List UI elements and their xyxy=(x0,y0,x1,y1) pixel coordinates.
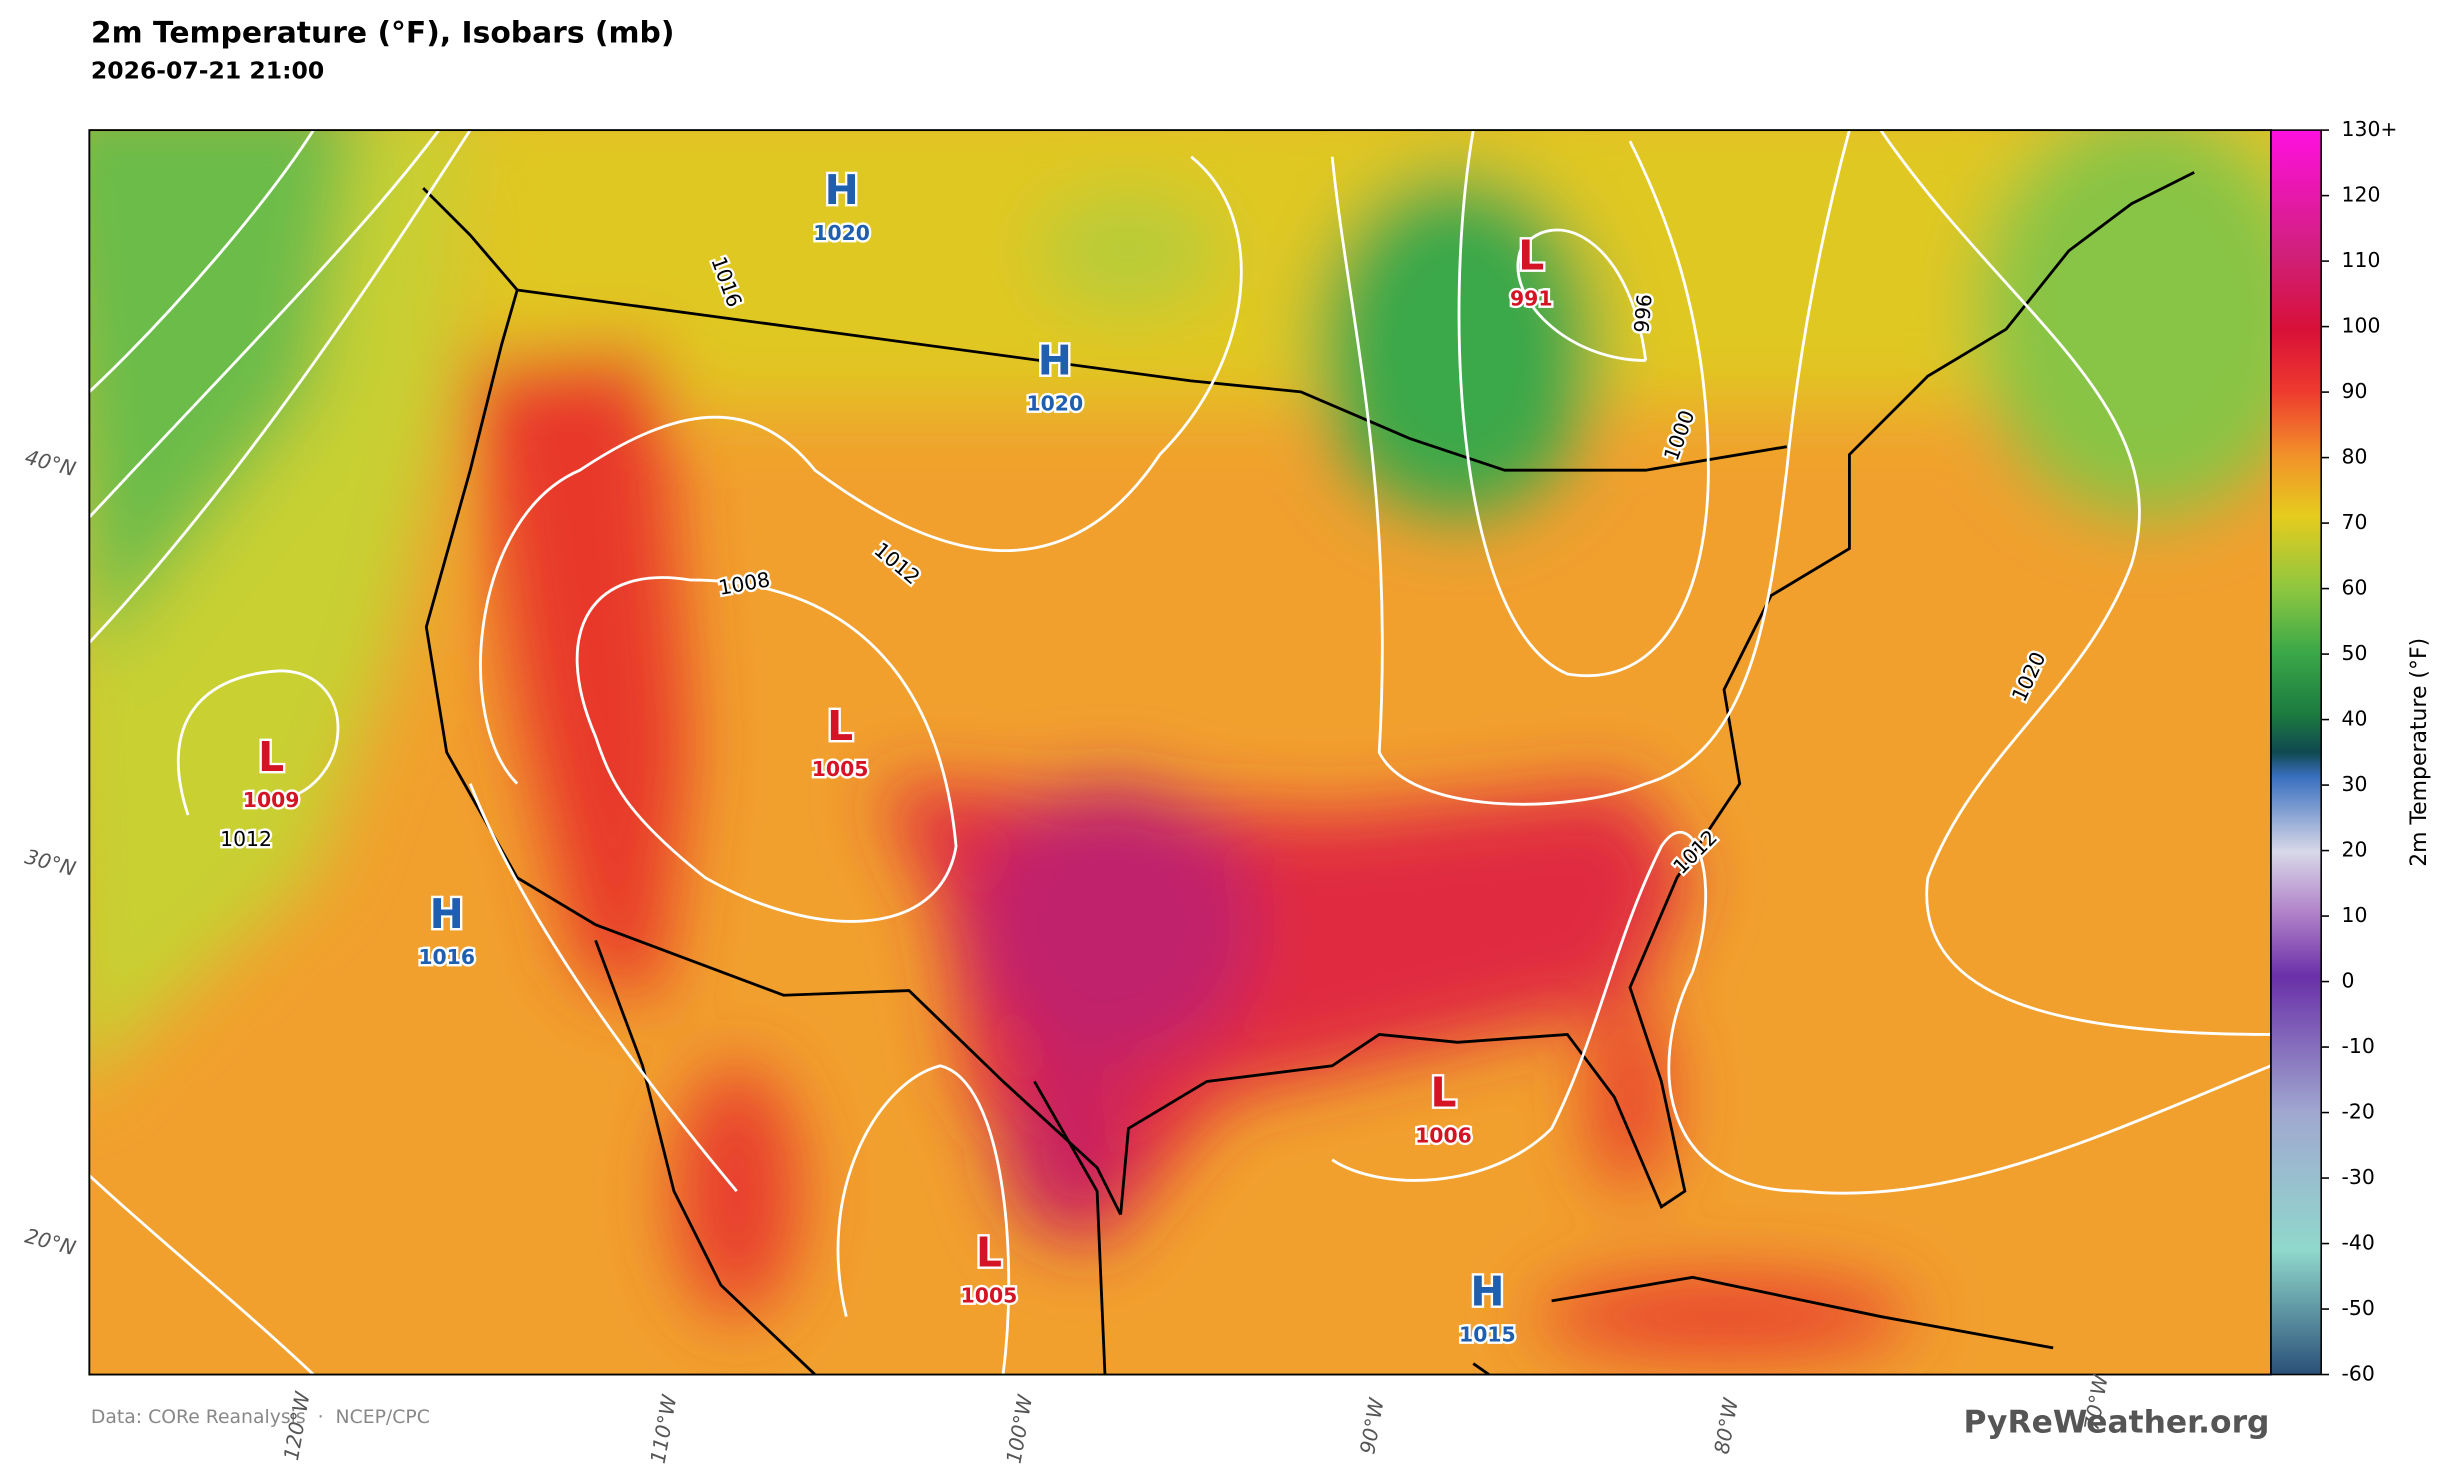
colorbar-tick-label: 120 xyxy=(2342,183,2381,207)
colorbar-tick-label: 10 xyxy=(2342,903,2368,927)
colorbar-tick-label: 80 xyxy=(2342,445,2368,469)
colorbar-tick-label: 40 xyxy=(2342,707,2368,731)
colorbar-tick-label: 20 xyxy=(2342,838,2368,862)
colorbar-tick-label: 60 xyxy=(2342,576,2368,600)
colorbar-tick-label: -30 xyxy=(2342,1165,2375,1189)
colorbar-tick-label: -50 xyxy=(2342,1296,2375,1320)
pressure-center-letter: H xyxy=(1038,337,1072,385)
isobar-label: 996 xyxy=(1629,293,1656,334)
longitude-label: 80°W xyxy=(1709,1395,1743,1455)
pressure-center-value: 1006 xyxy=(1415,1124,1472,1148)
colorbar-tick-label: 50 xyxy=(2342,641,2368,665)
pressure-center-letter: L xyxy=(258,733,284,781)
brand: PyReWeather.org xyxy=(1963,1405,2269,1441)
colorbar-tick-label: -40 xyxy=(2342,1231,2375,1255)
pressure-center-value: 1016 xyxy=(418,945,475,969)
title: 2m Temperature (°F), Isobars (mb) xyxy=(91,15,675,50)
credits: Data: CORe Reanalysis · NCEP/CPC xyxy=(91,1407,430,1428)
pressure-center-value: 1005 xyxy=(812,757,869,781)
colorbar-tick-label: 90 xyxy=(2342,379,2368,403)
pressure-center-letter: L xyxy=(1518,232,1544,280)
colorbar-tick-label: 100 xyxy=(2342,314,2381,338)
subtitle: 2026-07-21 21:00 xyxy=(91,56,324,84)
colorbar-tick-label: 130+ xyxy=(2342,117,2398,141)
pressure-center-letter: H xyxy=(430,890,464,938)
latitude-label: 40°N xyxy=(23,445,79,481)
pressure-center-letter: L xyxy=(976,1228,1002,1276)
colorbar-tick-label: -10 xyxy=(2342,1034,2375,1058)
pressure-center-value: 1020 xyxy=(1026,392,1083,416)
pressure-center-value: 1020 xyxy=(813,221,870,245)
colorbar-tick-label: 110 xyxy=(2342,248,2381,272)
colorbar xyxy=(2270,129,2322,1376)
pressure-center-letter: L xyxy=(827,702,853,750)
longitude-label: 100°W xyxy=(1002,1392,1038,1465)
colorbar-tick-label: 70 xyxy=(2342,510,2368,534)
colorbar-tick-label: 0 xyxy=(2342,969,2355,993)
isobar-label: 1012 xyxy=(220,827,272,851)
pressure-center-value: 1005 xyxy=(961,1283,1018,1307)
colorbar-tick-label: -60 xyxy=(2342,1362,2375,1386)
pressure-center-letter: L xyxy=(1431,1069,1457,1117)
pressure-center-value: 1009 xyxy=(243,788,300,812)
pressure-center-value: 1015 xyxy=(1459,1323,1516,1347)
colorbar-tick-label: -20 xyxy=(2342,1100,2375,1124)
map-field xyxy=(89,130,2272,1375)
pressure-center-letter: H xyxy=(825,166,859,214)
colorbar-tick-label: 30 xyxy=(2342,772,2368,796)
latitude-label: 30°N xyxy=(23,844,79,880)
colorbar-label: 2m Temperature (°F) xyxy=(2407,638,2432,867)
longitude-label: 110°W xyxy=(646,1392,682,1465)
pressure-center-value: 991 xyxy=(1510,287,1553,311)
latitude-label: 20°N xyxy=(23,1224,79,1260)
pressure-center-letter: H xyxy=(1470,1268,1504,1316)
longitude-label: 90°W xyxy=(1355,1395,1389,1455)
